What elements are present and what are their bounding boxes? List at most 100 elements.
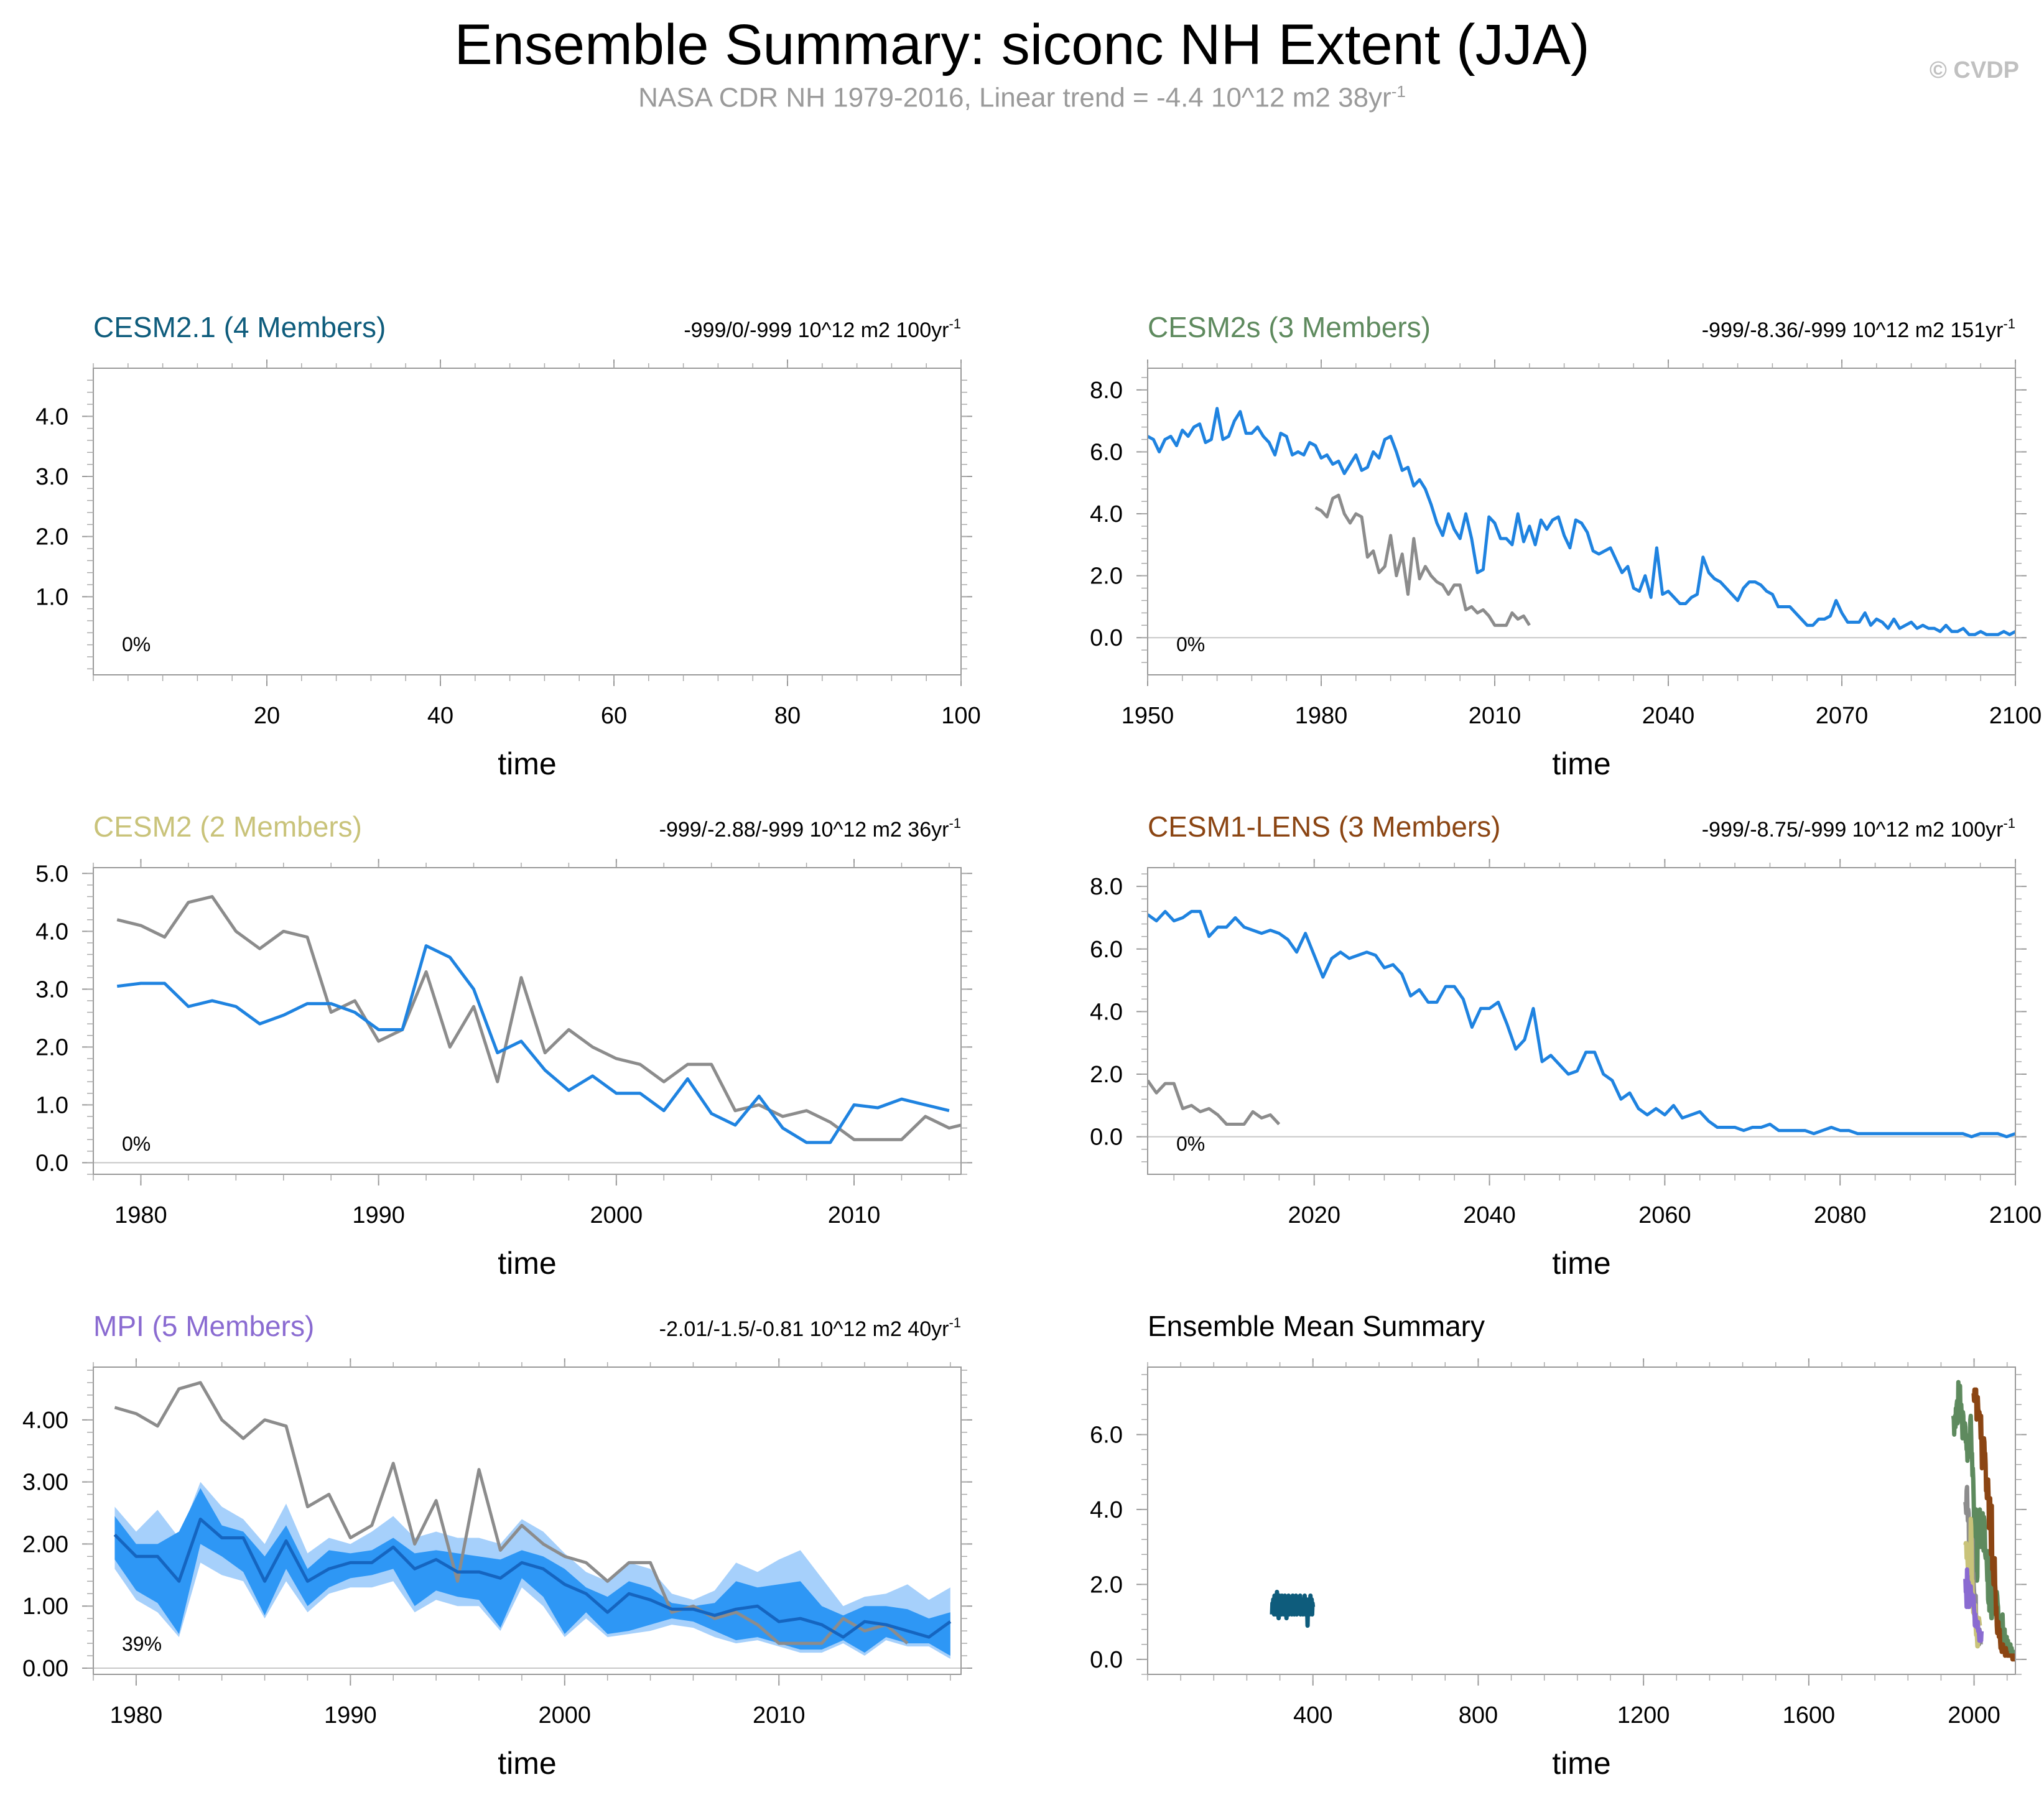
y-tick-label: 0.0 (1090, 625, 1123, 651)
page-subtitle: NASA CDR NH 1979-2016, Linear trend = -4… (0, 82, 2044, 114)
y-tick-label: 4.00 (22, 1408, 68, 1434)
subtitle-superscript: -1 (1391, 82, 1406, 101)
y-tick-label: 4.0 (35, 404, 68, 430)
x-tick-label: 800 (1459, 1702, 1498, 1728)
series-line-cesm1-lens (1971, 1387, 2015, 1662)
y-tick-label: 2.0 (1090, 1572, 1123, 1598)
x-axis-label: time (1552, 1246, 1610, 1281)
series-group (1148, 909, 2015, 1139)
series-line-cesm2-1 (1270, 1589, 1316, 1628)
panel-title: CESM2 (2 Members) (93, 810, 362, 843)
x-tick-label: 2010 (1469, 703, 1521, 729)
percent-label: 0% (1176, 633, 1205, 656)
x-tick-label: 2040 (1642, 703, 1695, 729)
y-tick-label: 2.0 (35, 524, 68, 550)
x-tick-label: 1980 (1295, 703, 1348, 729)
percent-label: 0% (122, 1133, 151, 1155)
y-tick-label: 0.00 (22, 1656, 68, 1682)
series-line-obs (1148, 1079, 1281, 1126)
x-tick-label: 1980 (114, 1202, 167, 1228)
y-tick-label: 2.0 (1090, 1062, 1123, 1088)
series-group (113, 1381, 952, 1645)
y-tick-label: 1.00 (22, 1594, 68, 1620)
x-axis-label: time (1552, 1746, 1610, 1781)
x-axis-label: time (1552, 746, 1610, 781)
page-title: Ensemble Summary: siconc NH Extent (JJA) (454, 13, 1590, 77)
x-tick-label: 2000 (539, 1702, 592, 1728)
y-tick-label: 0.0 (35, 1150, 68, 1176)
series-line-mpi (1963, 1567, 1984, 1643)
series-line-model (1148, 909, 2015, 1139)
series-line-model (116, 944, 950, 1144)
y-tick-label: 5.0 (35, 861, 68, 887)
y-tick-label: 3.00 (22, 1470, 68, 1496)
y-tick-label: 4.0 (35, 919, 68, 945)
percent-label: 39% (122, 1633, 162, 1655)
subtitle-text: NASA CDR NH 1979-2016, Linear trend = -4… (638, 82, 1391, 113)
y-tick-label: 6.0 (1090, 937, 1123, 963)
y-tick-label: 6.0 (1090, 1422, 1123, 1448)
plot-frame (93, 1366, 962, 1675)
trend-text: -999/0/-999 10^12 m2 100yr-1 (684, 316, 961, 342)
series-line-obs (116, 895, 961, 1141)
trend-text: -999/-8.36/-999 10^12 m2 151yr-1 (1702, 316, 2015, 342)
y-tick-label: 4.0 (1090, 1497, 1123, 1523)
panel-title: CESM2.1 (4 Members) (93, 311, 386, 343)
plot-frame (1147, 867, 2016, 1175)
x-tick-label: 1990 (324, 1702, 377, 1728)
x-tick-label: 2010 (753, 1702, 806, 1728)
series-group (1270, 1380, 2015, 1662)
y-tick-label: 4.0 (1090, 999, 1123, 1025)
x-tick-label: 2100 (1989, 1202, 2042, 1228)
y-tick-label: 1.0 (35, 584, 68, 610)
chart-panel-cesm21: CESM2.1 (4 Members) -999/0/-999 10^12 m2 … (35, 311, 981, 781)
x-tick-label: 2060 (1638, 1202, 1691, 1228)
x-tick-label: 1600 (1783, 1702, 1836, 1728)
x-axis-label: time (498, 746, 556, 781)
x-tick-label: 2000 (1948, 1702, 2000, 1728)
percent-label: 0% (1176, 1133, 1205, 1155)
y-tick-label: 2.00 (22, 1531, 68, 1557)
panel-title: CESM2s (3 Members) (1148, 311, 1431, 343)
series-line-obs (1314, 493, 1531, 627)
y-tick-label: 8.0 (1090, 378, 1123, 404)
panel-title: CESM1-LENS (3 Members) (1148, 810, 1500, 843)
x-axis-label: time (498, 1246, 556, 1281)
series-line-model (1148, 407, 2015, 636)
x-tick-label: 80 (774, 703, 801, 729)
chart-panel-cesm1-lens: CESM1-LENS (3 Members) -999/-8.75/-999 10… (1090, 810, 2042, 1281)
trend-text: -999/-8.75/-999 10^12 m2 100yr-1 (1702, 815, 2015, 842)
chart-panel-mpi: MPI (5 Members) -2.01/-1.5/-0.81 10^12 m2… (22, 1310, 972, 1781)
x-axis-label: time (498, 1746, 556, 1781)
y-tick-label: 2.0 (1090, 564, 1123, 590)
plot-frame (1147, 1366, 2016, 1675)
plot-frame (93, 867, 962, 1175)
chart-panel-cesm2s: CESM2s (3 Members) -999/-8.36/-999 10^12 … (1090, 311, 2042, 781)
y-tick-label: 3.0 (35, 977, 68, 1003)
x-tick-label: 2080 (1814, 1202, 1867, 1228)
y-tick-label: 6.0 (1090, 439, 1123, 465)
copyright-label: © CVDP (1929, 57, 2019, 83)
percent-label: 0% (122, 633, 151, 656)
x-tick-label: 2040 (1463, 1202, 1516, 1228)
y-tick-label: 0.0 (1090, 1647, 1123, 1673)
y-tick-label: 3.0 (35, 464, 68, 490)
x-tick-label: 2100 (1989, 703, 2042, 729)
x-tick-label: 400 (1293, 1702, 1332, 1728)
x-tick-label: 40 (427, 703, 453, 729)
x-tick-label: 1950 (1122, 703, 1174, 729)
x-tick-label: 20 (254, 703, 280, 729)
trend-text: -2.01/-1.5/-0.81 10^12 m2 40yr-1 (659, 1315, 961, 1341)
panel-title: MPI (5 Members) (93, 1310, 314, 1342)
panel-title: Ensemble Mean Summary (1148, 1310, 1485, 1342)
y-tick-label: 2.0 (35, 1034, 68, 1060)
series-line-obs (114, 1381, 909, 1645)
x-tick-label: 2070 (1816, 703, 1869, 729)
series-group (116, 895, 961, 1144)
plot-frame (1147, 368, 2016, 675)
chart-panel-ensemble-mean: Ensemble Mean Summary 400 800 1200 1600 2000 0… (1090, 1310, 2027, 1781)
x-tick-label: 1990 (352, 1202, 405, 1228)
y-tick-label: 1.0 (35, 1092, 68, 1118)
series-line-ensemble-mean (113, 1518, 952, 1639)
x-tick-label: 2010 (828, 1202, 881, 1228)
